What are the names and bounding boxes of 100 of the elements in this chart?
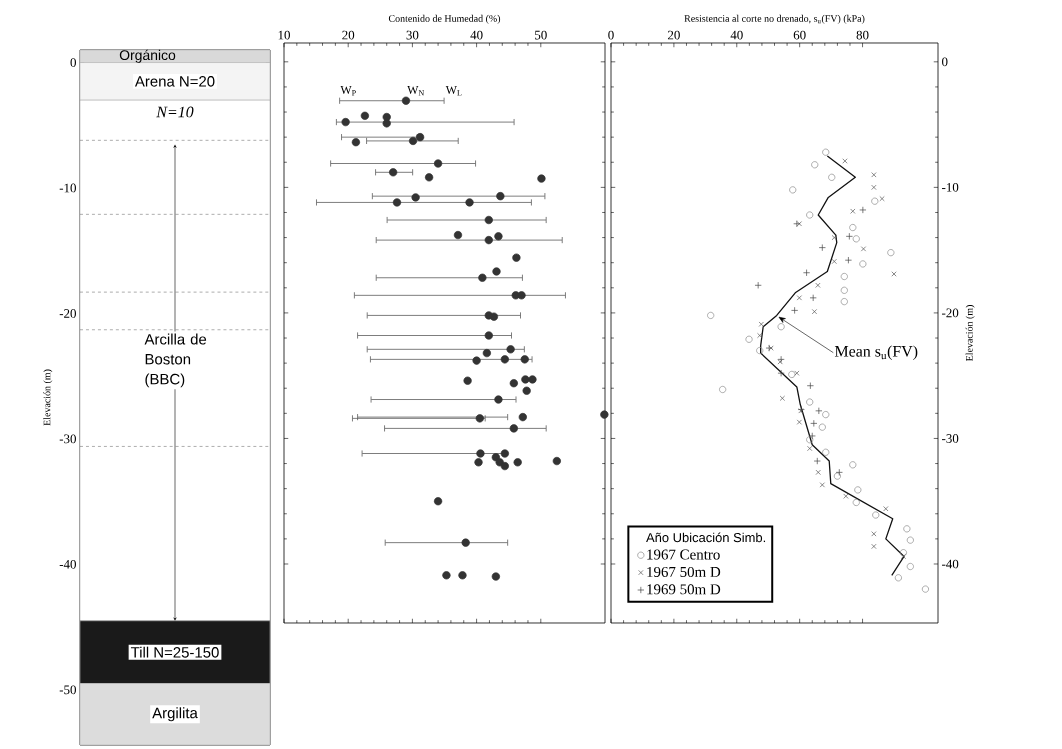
point — [806, 398, 814, 406]
point — [849, 224, 857, 232]
point — [491, 572, 500, 581]
annotation: W$_{P}$ — [340, 85, 356, 96]
point — [822, 148, 830, 156]
point — [482, 348, 492, 358]
point — [788, 370, 796, 378]
x-tick-label: 30 — [406, 30, 419, 40]
x-tick-label: 10 — [278, 30, 290, 40]
point — [822, 411, 830, 419]
point — [822, 448, 830, 456]
point — [807, 445, 813, 452]
point — [871, 531, 877, 537]
series-label: Arena N=20 — [134, 76, 215, 87]
annotation: N=10 — [156, 106, 194, 118]
legend-label: 1967 Centro — [647, 549, 720, 560]
point — [777, 369, 785, 377]
point — [522, 386, 531, 395]
point — [360, 111, 370, 120]
point — [424, 173, 434, 182]
point — [754, 281, 762, 289]
point — [528, 375, 537, 384]
point — [521, 375, 530, 384]
point — [840, 298, 848, 306]
y-tick-label: -10 — [59, 183, 76, 193]
point — [520, 355, 529, 364]
point — [492, 267, 501, 276]
x-axis-title: Contenido de Humedad (%) — [388, 14, 501, 24]
point — [806, 211, 814, 219]
annotation: W$_{N}$ — [407, 85, 425, 96]
point — [433, 159, 443, 168]
point — [453, 230, 463, 240]
series-label: Orgánico — [119, 49, 176, 63]
point — [808, 432, 816, 440]
point — [392, 198, 402, 207]
x-tick-label: 40 — [470, 30, 483, 40]
point — [472, 356, 481, 365]
point — [849, 461, 857, 469]
y-tick-label: 0 — [70, 58, 76, 67]
point — [758, 321, 764, 327]
point — [496, 192, 505, 201]
point — [871, 184, 877, 190]
point — [831, 234, 837, 241]
point — [879, 196, 885, 202]
point — [906, 536, 914, 544]
point — [845, 232, 853, 240]
point — [500, 355, 509, 364]
point — [809, 294, 817, 302]
point — [906, 562, 914, 571]
point — [351, 138, 361, 147]
point — [791, 306, 799, 314]
point — [852, 235, 860, 243]
point — [810, 419, 818, 427]
point — [871, 543, 877, 550]
legend-label: 1967 50m D — [647, 566, 721, 577]
point — [476, 449, 485, 458]
point — [872, 511, 880, 519]
point — [474, 458, 483, 467]
y-tick-label: -30 — [59, 434, 76, 444]
legend-label: 1969 50m D — [647, 584, 721, 595]
point — [777, 355, 785, 363]
point — [818, 423, 826, 431]
point — [518, 412, 527, 422]
point — [803, 269, 811, 277]
y-tick-label: -10 — [942, 183, 959, 192]
point — [756, 347, 764, 355]
point — [463, 376, 472, 385]
point — [852, 498, 860, 507]
point — [831, 258, 837, 265]
point — [600, 410, 609, 419]
point — [859, 206, 867, 214]
point — [819, 482, 825, 488]
y-tick-label: -40 — [59, 559, 76, 569]
point — [408, 136, 418, 146]
series-label: Argilita — [152, 707, 198, 722]
point — [513, 458, 522, 467]
point — [757, 332, 763, 339]
point — [899, 549, 907, 557]
point — [860, 246, 867, 252]
point — [494, 395, 503, 404]
point — [894, 574, 902, 582]
point — [415, 133, 425, 142]
point — [537, 174, 546, 183]
y-tick-label: -30 — [942, 434, 959, 443]
y-tick-label: 0 — [942, 57, 948, 67]
point — [833, 472, 841, 480]
point — [461, 538, 470, 547]
point — [835, 468, 843, 476]
point — [815, 407, 823, 415]
point — [850, 208, 856, 214]
point — [389, 168, 398, 177]
annotation: W$_{L}$ — [445, 85, 462, 96]
series-label: Till N=25-150 — [130, 646, 219, 658]
point — [796, 295, 802, 301]
point — [903, 525, 911, 533]
point — [811, 161, 819, 169]
x-axis-title: Resistencia al corte no drenado, s$_{u}$(FV) (kPa) — [684, 14, 865, 24]
x-tick-label: 0 — [608, 30, 614, 40]
point — [745, 335, 753, 343]
point — [484, 215, 493, 225]
